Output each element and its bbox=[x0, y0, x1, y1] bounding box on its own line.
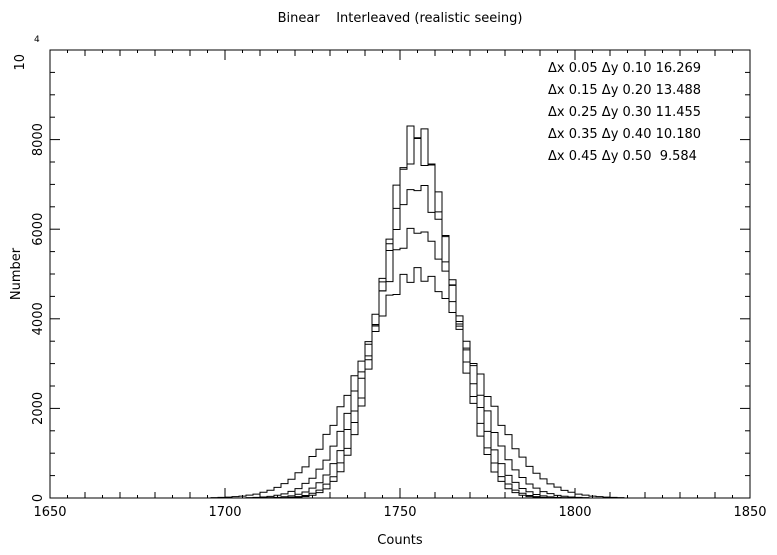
y-tick-label: 8000 bbox=[31, 123, 46, 156]
chart-title: Binear Interleaved (realistic seeing) bbox=[278, 11, 523, 26]
histogram-series-line bbox=[50, 227, 750, 499]
legend: Δx 0.05 Δy 0.10 16.269 Δx 0.15 Δy 0.20 1… bbox=[548, 61, 701, 164]
legend-entry: Δx 0.25 Δy 0.30 11.455 bbox=[548, 105, 701, 120]
y-axis: 0 2000 4000 6000 8000 bbox=[31, 49, 750, 502]
x-tick-label: 1800 bbox=[558, 505, 591, 520]
legend-entry: Δx 0.45 Δy 0.50 9.584 bbox=[548, 149, 697, 164]
y-top-exponent: 4 bbox=[34, 35, 40, 45]
x-tick-label: 1750 bbox=[383, 505, 416, 520]
y-tick-label: 0 bbox=[31, 494, 46, 502]
x-axis-label: Counts bbox=[377, 533, 423, 548]
histogram-series-line bbox=[50, 137, 750, 499]
histogram-series-line bbox=[50, 184, 750, 499]
legend-entry: Δx 0.35 Δy 0.40 10.180 bbox=[548, 127, 701, 142]
y-tick-label: 2000 bbox=[31, 392, 46, 425]
x-tick-label: 1650 bbox=[33, 505, 66, 520]
x-axis: 1650 1700 1750 1800 1850 bbox=[33, 50, 767, 520]
y-tick-label: 6000 bbox=[31, 213, 46, 246]
y-axis-label: Number bbox=[9, 247, 24, 300]
x-tick-label: 1700 bbox=[208, 505, 241, 520]
y-tick-label: 4000 bbox=[31, 302, 46, 335]
x-tick-label: 1850 bbox=[733, 505, 766, 520]
legend-entry: Δx 0.15 Δy 0.20 13.488 bbox=[548, 83, 701, 98]
legend-entry: Δx 0.05 Δy 0.10 16.269 bbox=[548, 61, 701, 76]
histogram-series-line bbox=[50, 267, 750, 499]
y-top-label: 10 bbox=[13, 54, 28, 71]
histogram-series bbox=[50, 125, 750, 499]
